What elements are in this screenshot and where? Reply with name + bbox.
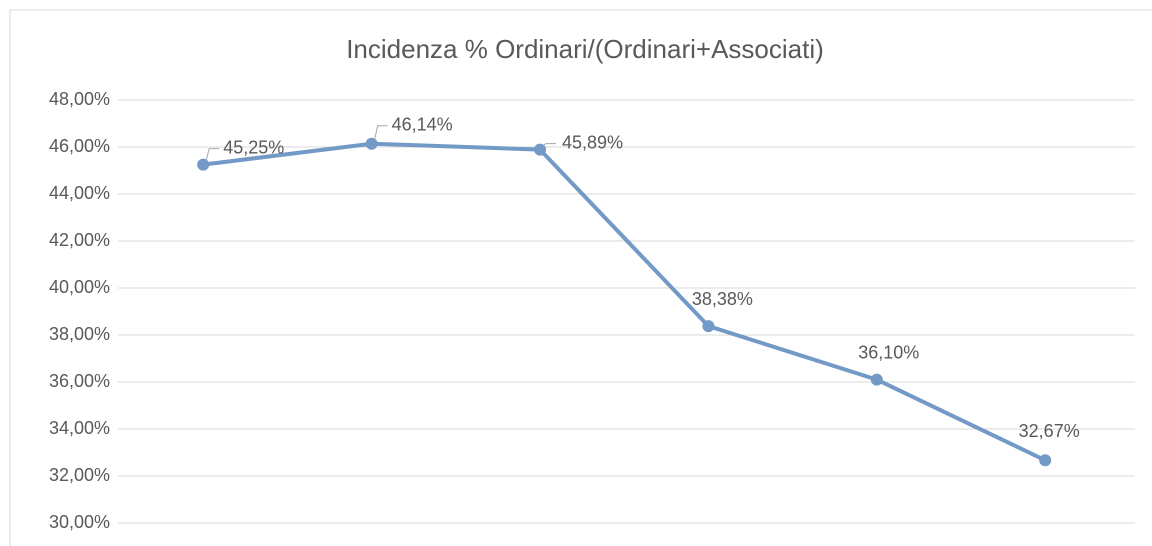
y-tick-label: 48,00%	[49, 89, 110, 109]
marker	[1039, 454, 1052, 467]
chart-title: Incidenza % Ordinari/(Ordinari+Associati…	[346, 34, 824, 64]
data-label: 46,14%	[392, 114, 453, 134]
y-tick-label: 38,00%	[49, 324, 110, 344]
y-tick-label: 46,00%	[49, 136, 110, 156]
y-tick-label: 40,00%	[49, 277, 110, 297]
y-tick-label: 32,00%	[49, 465, 110, 485]
y-tick-label: 30,00%	[49, 512, 110, 532]
y-tick-label: 44,00%	[49, 183, 110, 203]
data-label: 36,10%	[858, 342, 919, 362]
chart-border	[9, 9, 1152, 546]
line	[202, 141, 1047, 463]
leader-line	[374, 125, 388, 140]
leader-line	[542, 143, 556, 147]
marker	[702, 320, 715, 333]
data-label: 38,38%	[692, 289, 753, 309]
y-tick-label: 34,00%	[49, 418, 110, 438]
marker	[197, 158, 210, 171]
y-tick-label: 42,00%	[49, 230, 110, 250]
data-label: 45,25%	[223, 137, 284, 157]
leader-line	[205, 148, 220, 161]
data-label: 45,89%	[562, 132, 623, 152]
marker	[870, 373, 883, 386]
marker	[365, 137, 378, 150]
y-tick-label: 36,00%	[49, 371, 110, 391]
marker	[534, 143, 546, 156]
data-label: 32,67%	[1019, 421, 1080, 441]
